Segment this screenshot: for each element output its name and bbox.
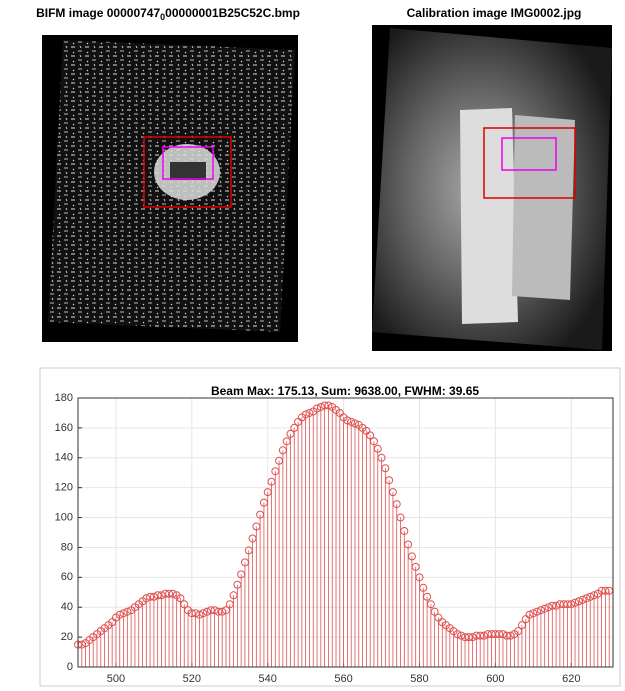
- image-title: Calibration image IMG0002.jpg: [407, 6, 582, 20]
- y-tick-label: 80: [61, 541, 73, 553]
- x-tick-label: 520: [183, 673, 201, 685]
- page: BIFM image 00000747000000001B25C52C.bmp …: [0, 0, 625, 691]
- y-tick-label: 140: [55, 452, 73, 464]
- axes-background: [78, 398, 613, 667]
- chart-title: Beam Max: 175.13, Sum: 9638.00, FWHM: 39…: [211, 384, 479, 398]
- y-tick-label: 20: [61, 631, 73, 643]
- x-tick-label: 540: [259, 673, 277, 685]
- ruler: [460, 108, 518, 324]
- y-tick-label: 40: [61, 601, 73, 613]
- y-tick-label: 100: [55, 511, 73, 523]
- image-title: BIFM image 00000747000000001B25C52C.bmp: [36, 6, 300, 22]
- y-tick-label: 160: [55, 422, 73, 434]
- x-tick-label: 560: [334, 673, 352, 685]
- y-tick-label: 60: [61, 571, 73, 583]
- title-part: BIFM image 00000747: [36, 6, 160, 20]
- target: [512, 115, 575, 300]
- figure: BIFM image 00000747000000001B25C52C.bmp …: [0, 0, 625, 691]
- bifm-spot-core: [170, 162, 206, 180]
- y-tick-label: 120: [55, 482, 73, 494]
- title-part: 00000001B25C52C.bmp: [165, 6, 300, 20]
- y-tick-label: 0: [67, 661, 73, 673]
- x-tick-label: 600: [486, 673, 504, 685]
- x-tick-label: 500: [107, 673, 125, 685]
- y-tick-label: 180: [55, 392, 73, 404]
- x-tick-label: 620: [562, 673, 580, 685]
- plot-area: 0 20 40 60 80 100 120 140 160 180 500 520 540 560 580 6…: [55, 392, 613, 685]
- x-tick-label: 580: [410, 673, 428, 685]
